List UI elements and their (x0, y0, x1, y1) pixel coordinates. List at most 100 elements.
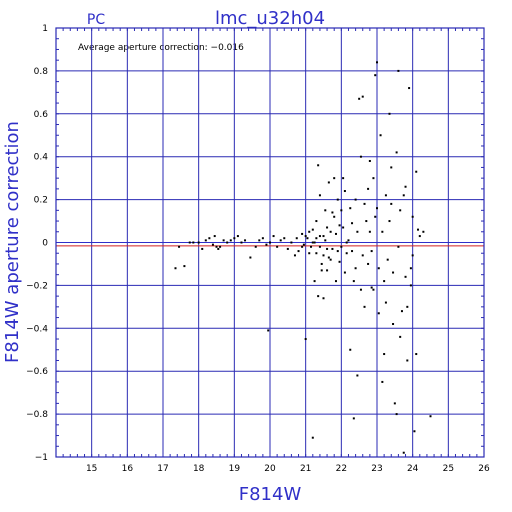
data-point (367, 262, 370, 265)
data-point (229, 239, 232, 242)
data-point (183, 265, 186, 268)
y-axis-label: F814W aperture correction (2, 121, 23, 363)
data-point (409, 267, 412, 270)
x-tick-label: 21 (300, 464, 311, 474)
data-point (356, 374, 359, 377)
data-point (276, 245, 279, 248)
data-point (327, 256, 330, 259)
data-point (340, 245, 343, 248)
y-tick-label: −0.4 (26, 324, 48, 334)
data-point (219, 245, 222, 248)
data-point (413, 430, 416, 433)
y-tick-label: 1 (42, 24, 48, 34)
data-point (279, 239, 282, 242)
data-point (384, 194, 387, 197)
data-point (313, 280, 316, 283)
data-point (311, 241, 314, 244)
data-point (331, 211, 334, 214)
data-point (392, 271, 395, 274)
data-point (217, 247, 220, 250)
data-point (365, 220, 368, 223)
data-point (333, 215, 336, 218)
data-point (318, 235, 321, 238)
data-point (359, 155, 362, 158)
data-point (399, 209, 402, 212)
data-point (388, 220, 391, 223)
data-point (379, 134, 382, 137)
x-tick-label: 18 (193, 464, 205, 474)
data-point (345, 241, 348, 244)
data-point (358, 97, 361, 100)
data-point (293, 254, 296, 257)
data-point (302, 243, 305, 246)
x-tick-label: 16 (122, 464, 134, 474)
data-point (192, 241, 195, 244)
data-point (349, 348, 352, 351)
data-point (392, 323, 395, 326)
data-point (222, 239, 225, 242)
data-point (388, 112, 391, 115)
data-point (318, 194, 321, 197)
data-point (261, 237, 264, 240)
data-point (386, 258, 389, 261)
data-points (174, 61, 432, 454)
data-point (269, 241, 271, 244)
data-point (368, 230, 371, 233)
data-point (174, 267, 177, 270)
data-point (377, 312, 380, 315)
data-point (322, 297, 325, 300)
y-tick-label: 0 (42, 239, 48, 249)
data-point (402, 194, 405, 197)
data-point (304, 338, 307, 341)
data-point (308, 230, 311, 233)
chart-subtitle: PC (87, 12, 105, 28)
data-point (313, 241, 316, 244)
data-point (254, 245, 257, 248)
data-point (381, 230, 384, 233)
data-point (383, 280, 386, 283)
data-point (315, 252, 318, 255)
data-point (326, 226, 329, 229)
data-point (342, 226, 345, 229)
data-point (326, 247, 329, 250)
data-point (213, 235, 216, 238)
data-point (215, 245, 218, 248)
data-point (393, 402, 396, 405)
y-tick-label: −1 (35, 453, 48, 463)
data-point (318, 245, 321, 248)
data-point (188, 241, 191, 244)
x-tick-label: 19 (229, 464, 241, 474)
data-point (368, 159, 371, 162)
data-point (411, 215, 414, 218)
data-point (374, 74, 377, 77)
data-point (272, 235, 275, 238)
data-point (376, 61, 378, 64)
x-tick-label: 26 (478, 464, 490, 474)
data-point (342, 177, 345, 180)
data-point (333, 177, 336, 180)
data-point (418, 235, 421, 238)
data-point (406, 305, 409, 308)
x-tick-label: 20 (264, 464, 276, 474)
data-point (356, 230, 359, 233)
annotation-text: Average aperture correction: −0.016 (78, 43, 244, 53)
data-point (354, 198, 357, 201)
data-point (327, 181, 330, 184)
x-tick-label: 25 (443, 464, 454, 474)
data-point (351, 250, 354, 253)
data-point (370, 250, 373, 253)
data-point (417, 228, 420, 231)
x-tick-label: 24 (407, 464, 419, 474)
data-point (404, 185, 407, 188)
data-point (374, 215, 377, 218)
data-point (226, 241, 229, 244)
data-point (311, 436, 314, 439)
data-point (404, 275, 407, 278)
data-point (395, 151, 398, 154)
data-point (315, 237, 318, 240)
data-point (351, 222, 354, 225)
data-point (315, 220, 318, 223)
data-point (295, 237, 298, 240)
data-point (343, 190, 346, 193)
